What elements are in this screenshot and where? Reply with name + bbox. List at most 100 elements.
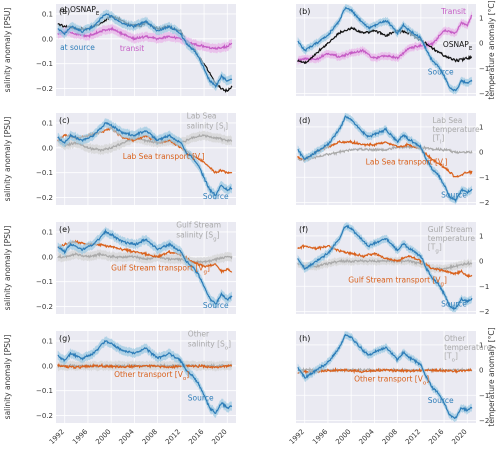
x-tick-label: 1992 [288, 428, 306, 446]
y-tick-label: −0.1 [36, 278, 53, 286]
x-tick-label: 2008 [381, 428, 399, 446]
y-axis-label: salinity anomaly [PSU] [3, 226, 12, 311]
y-tick-label: 1 [479, 14, 483, 22]
annotation: salinity [Sg] [176, 230, 219, 242]
x-tick-label: 2020 [450, 428, 468, 446]
x-tick-label: 2016 [187, 427, 206, 446]
x-tick-label: 1992 [48, 428, 66, 446]
y-axis-label: salinity anomaly [PSU] [3, 335, 12, 420]
annotation: Gulf Stream transport [Vg] [111, 263, 210, 275]
y-tick-label: −1 [479, 65, 489, 73]
annotation: temperature [444, 343, 492, 352]
y-tick-label: 0 [479, 149, 483, 157]
series-source-line [57, 122, 233, 197]
y-tick-label: 1 [479, 123, 483, 131]
y-tick-label: −0.1 [36, 387, 53, 395]
annotation: Other transport [Vo] [114, 370, 189, 382]
series-gray-line [57, 133, 233, 153]
y-tick-label: −2 [479, 199, 489, 207]
annotation: temperature [428, 234, 476, 243]
annotation: Lab Sea transport [Vl] [123, 152, 205, 164]
y-tick-label: −0.1 [36, 169, 53, 177]
annotation: Other [188, 329, 210, 338]
series-osnap-line [297, 26, 472, 65]
series-gray-line [57, 251, 233, 264]
plot-area [57, 336, 233, 418]
panel-label: (e) [59, 225, 70, 234]
panel-label: (a) [59, 7, 70, 16]
y-tick-label: 1 [479, 341, 483, 349]
y-tick-label: 0 [479, 258, 483, 266]
annotation: transit [120, 44, 144, 53]
series-source-line [297, 333, 473, 420]
series-transport-line [57, 362, 232, 370]
annotation: Lab Sea [187, 111, 217, 120]
annotation: Source [428, 68, 454, 77]
panel-label: (f) [299, 225, 308, 234]
annotation: Gulf Stream [176, 220, 221, 229]
plot-area [297, 331, 473, 423]
annotation: [Tl] [432, 134, 444, 146]
x-tick-label: 2020 [210, 428, 228, 446]
annotation: at source [60, 43, 95, 52]
y-axis-label: temperature anomaly [°C] [487, 0, 496, 99]
series-source-line [297, 6, 473, 92]
plot-area [297, 4, 473, 95]
x-tick-label: 1996 [71, 427, 90, 446]
annotation: Source [203, 192, 229, 201]
annotation: OSNAPE [443, 40, 473, 52]
panel-label: (b) [299, 7, 310, 16]
plot-area [297, 113, 473, 205]
plot-area [297, 222, 473, 314]
series-transport-line [297, 367, 473, 375]
y-tick-label: −1 [479, 174, 489, 182]
y-tick-label: −0.2 [36, 194, 53, 202]
x-tick-label: 2012 [164, 428, 182, 446]
x-tick-label: 2000 [334, 428, 352, 446]
y-tick-label: 0.1 [42, 10, 53, 18]
series-transit-line [57, 26, 233, 50]
x-tick-label: 2012 [404, 428, 422, 446]
annotation: salinity [So] [188, 339, 231, 351]
y-axis-label: salinity anomaly [PSU] [3, 8, 12, 93]
plot-area [57, 118, 233, 200]
series-source-band [57, 226, 232, 309]
series-gray-line [297, 143, 473, 162]
annotation: Source [203, 301, 229, 310]
panel-label: (h) [299, 334, 310, 343]
y-tick-label: −0.1 [36, 60, 53, 68]
annotation: [Tg] [428, 243, 442, 255]
y-tick-label: 0.0 [42, 144, 53, 152]
panel-label: (c) [59, 116, 70, 125]
annotation: Transit [440, 7, 466, 16]
y-axis-label: salinity anomaly [PSU] [3, 117, 12, 202]
series-source-line [57, 340, 233, 415]
series-source-line [297, 115, 473, 203]
panel-label: (d) [299, 116, 310, 125]
series-source-band [297, 331, 472, 423]
y-tick-label: −1 [479, 283, 489, 291]
series-source-line [297, 224, 473, 311]
annotation: Source [188, 394, 214, 403]
x-tick-label: 2004 [358, 427, 377, 446]
y-axis-label: temperature anomaly [°C] [487, 327, 496, 426]
x-tick-label: 2000 [94, 428, 112, 446]
series-transit-line [297, 14, 473, 63]
plot-area [57, 9, 233, 94]
panel-label: (g) [59, 334, 70, 343]
y-tick-label: −0.2 [36, 412, 53, 420]
y-tick-label: 1 [479, 232, 483, 240]
y-tick-label: −0.2 [36, 85, 53, 93]
x-tick-label: 2008 [141, 428, 159, 446]
annotation: Gulf Stream [428, 225, 473, 234]
annotation: Lab Sea transport [Vl] [366, 158, 448, 170]
y-tick-label: −1 [479, 392, 489, 400]
annotation: Other [444, 334, 466, 343]
series-source-band [57, 118, 232, 200]
panel-a: −0.2 −0.1 0.0 0.1 (a)at OSNAPE at source trans… [3, 4, 236, 96]
